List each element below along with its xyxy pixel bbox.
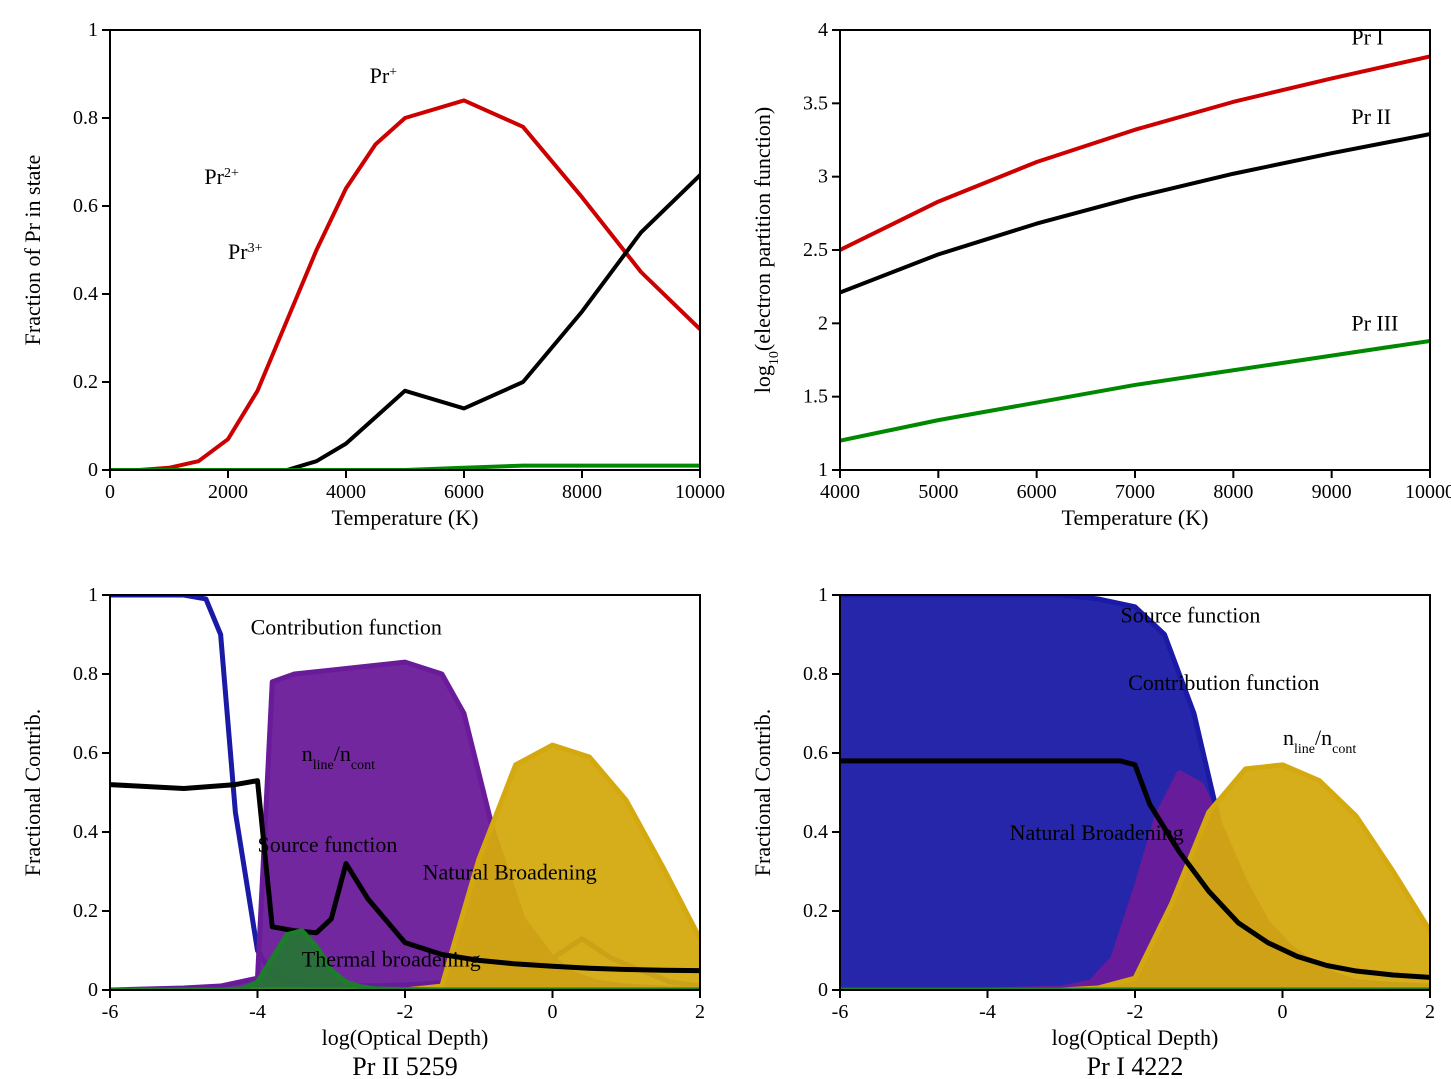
panelD-ytick-label: 0.4 [803, 821, 828, 843]
panelB-series-line-pr-iii [840, 341, 1430, 441]
panelC-series-label: Thermal broadening [302, 946, 481, 971]
panelB-xtick-label: 7000 [1115, 481, 1155, 503]
panelB-frame [840, 30, 1430, 470]
panelD-xtick-label: 2 [1425, 1001, 1435, 1023]
panelC-ytick-label: 1 [88, 584, 98, 606]
panelC-xtick-label: 2 [695, 1001, 705, 1023]
panelB-ytick-label: 4 [818, 19, 828, 41]
panelD-subtitle: Pr I 4222 [1087, 1052, 1184, 1079]
panelA-series-line-pr2- [110, 175, 700, 470]
panelC-ytick-label: 0.4 [73, 821, 98, 843]
panelA-xtick-label: 10000 [675, 481, 725, 503]
panelB-ytick-label: 3 [818, 166, 828, 188]
panelD-ytick-label: 0.6 [803, 742, 828, 764]
panelA-xtick-label: 6000 [444, 481, 484, 503]
panelD-ytick-label: 0 [818, 979, 828, 1001]
panelD-ytick-label: 1 [818, 584, 828, 606]
panelA-xaxis-title: Temperature (K) [332, 505, 479, 530]
panelD-ytick-label: 0.8 [803, 663, 828, 685]
panelA-ytick-label: 0 [88, 459, 98, 481]
panelC-ytick-label: 0.6 [73, 742, 98, 764]
panelB-series-label: Pr II [1351, 104, 1391, 129]
panelD-xtick-label: -6 [832, 1001, 849, 1023]
panelA-series-label: Pr+ [370, 63, 398, 88]
panelD-xaxis-title: log(Optical Depth) [1052, 1025, 1219, 1050]
panelA-ytick-label: 0.2 [73, 371, 98, 393]
panelB-xtick-label: 8000 [1213, 481, 1253, 503]
panelC-xaxis-title: log(Optical Depth) [322, 1025, 489, 1050]
panelD-yaxis-title: Fractional Contrib. [750, 709, 775, 876]
panelC-series-label: Natural Broadening [423, 859, 597, 884]
panelB-xtick-label: 6000 [1017, 481, 1057, 503]
panelA-plot-area [110, 100, 700, 470]
panelB-ytick-label: 1.5 [803, 386, 828, 408]
panelB-xaxis-title: Temperature (K) [1062, 505, 1209, 530]
panelB-series-line-pr-ii [840, 134, 1430, 292]
panelD-plot-area [840, 595, 1430, 990]
panelA-xtick-label: 0 [105, 481, 115, 503]
panelA-ytick-label: 0.6 [73, 195, 98, 217]
panelD-ytick-label: 0.2 [803, 900, 828, 922]
panelA-xtick-label: 4000 [326, 481, 366, 503]
panelC-yaxis-title: Fractional Contrib. [20, 709, 45, 876]
panelB-series-label: Pr III [1351, 311, 1398, 336]
panelD-series-label: Natural Broadening [1010, 820, 1184, 845]
panelD-xtick-label: 0 [1278, 1001, 1288, 1023]
panelC-xtick-label: 0 [548, 1001, 558, 1023]
panelA-ytick-label: 1 [88, 19, 98, 41]
panelA-series-line-pr- [110, 100, 700, 470]
panelD-series-label: nline/ncont [1283, 725, 1356, 757]
panelD-series-label: Contribution function [1128, 670, 1319, 695]
panelC-ytick-label: 0.8 [73, 663, 98, 685]
panelC-ytick-label: 0 [88, 979, 98, 1001]
panelB-xtick-label: 10000 [1405, 481, 1451, 503]
panelC-subtitle: Pr II 5259 [352, 1052, 457, 1079]
panelC-series-label: Contribution function [251, 615, 442, 640]
panelA-ytick-label: 0.8 [73, 107, 98, 129]
panelC-xtick-label: -4 [249, 1001, 266, 1023]
panelC-xtick-label: -6 [102, 1001, 119, 1023]
panelB-yaxis-title: log10(electron partition function) [750, 107, 782, 393]
panelB-plot-area [840, 56, 1430, 440]
panelB-ytick-label: 1 [818, 459, 828, 481]
panelB-ytick-label: 2.5 [803, 239, 828, 261]
panelA-frame [110, 30, 700, 470]
panelB-ytick-label: 3.5 [803, 92, 828, 114]
panelB-xtick-label: 5000 [918, 481, 958, 503]
panelC-ytick-label: 0.2 [73, 900, 98, 922]
panelA-ytick-label: 0.4 [73, 283, 98, 305]
panelA-yaxis-title: Fraction of Pr in state [20, 155, 45, 346]
panelC-series-label: Source function [258, 832, 398, 857]
panelD-xtick-label: -4 [979, 1001, 996, 1023]
panelA-xtick-label: 2000 [208, 481, 248, 503]
panelD-series-label: Source function [1120, 603, 1260, 628]
panelA-series-label: Pr3+ [228, 239, 263, 264]
panelD-xtick-label: -2 [1127, 1001, 1144, 1023]
panelB-ytick-label: 2 [818, 312, 828, 334]
panelA-xtick-label: 8000 [562, 481, 602, 503]
panelB-xtick-label: 4000 [820, 481, 860, 503]
panelC-xtick-label: -2 [397, 1001, 414, 1023]
figure-4panel: 020004000600080001000000.20.40.60.81Temp… [0, 0, 1451, 1079]
panelB-series-label: Pr I [1351, 25, 1383, 50]
panelB-xtick-label: 9000 [1312, 481, 1352, 503]
panelC-plot-area [110, 595, 700, 990]
panelA-series-label: Pr2+ [204, 164, 239, 189]
